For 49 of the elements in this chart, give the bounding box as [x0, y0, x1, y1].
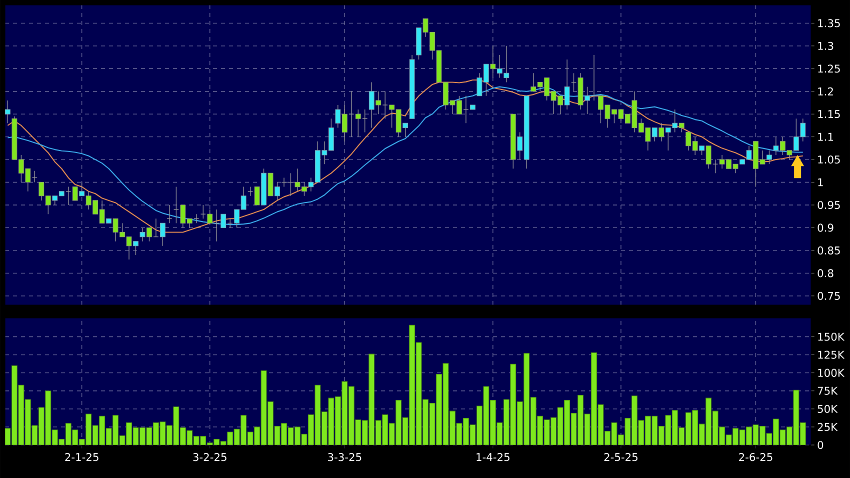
y-tick-label: 0.75 [818, 292, 840, 300]
y-tick-label: 1.25 [818, 64, 840, 73]
y-tick-label: 1 [818, 178, 823, 186]
candlestick [5, 100, 10, 124]
y-tick-label: 1.2 [818, 87, 833, 96]
candlestick [382, 91, 388, 119]
y-tick-label: 50K [818, 404, 838, 413]
candlestick [220, 214, 226, 228]
y-tick-label: 125K [818, 350, 845, 359]
candlestick [652, 127, 658, 142]
candlestick [766, 150, 772, 164]
y-tick-label: 150K [818, 332, 845, 341]
x-tick-label: 3-2-25 [193, 453, 226, 462]
candlestick [140, 227, 146, 242]
y-tick-label: 1.1 [818, 132, 834, 141]
candlestick [254, 186, 260, 206]
y-tick-label: 0.9 [818, 224, 834, 232]
y-tick-label: 1.3 [818, 42, 834, 50]
y-tick-label: 1.35 [818, 19, 840, 28]
y-tick-label: 75K [818, 386, 838, 395]
y-tick-label: 1.05 [818, 156, 840, 164]
x-tick-label: 2-5-25 [604, 453, 638, 462]
candlestick [463, 96, 469, 124]
candlestick [72, 186, 78, 201]
x-tick-label: 3-3-25 [328, 453, 362, 462]
candlestick [658, 122, 664, 142]
y-tick-label: 25K [818, 422, 838, 431]
candlestick [402, 122, 408, 138]
candlestick [274, 182, 280, 201]
candlestick [133, 241, 138, 256]
y-tick-label: 1.15 [818, 110, 840, 118]
candlestick [699, 146, 705, 156]
y-tick-label: 0 [818, 440, 824, 450]
y-tick-label: 0.95 [818, 200, 840, 210]
y-tick-label: 0.8 [818, 269, 834, 278]
x-tick-label: 2-1-25 [65, 453, 98, 462]
y-tick-label: 0.85 [818, 246, 840, 254]
candlestick [335, 104, 341, 128]
candlestick [490, 46, 496, 78]
candlestick [268, 172, 274, 196]
candlestick [564, 59, 570, 110]
candlestick [79, 182, 85, 196]
candlestick [368, 82, 374, 128]
candlestick [678, 122, 684, 133]
x-tick-label: 1-4-25 [476, 453, 510, 462]
y-tick-label: 100K [818, 368, 845, 377]
x-tick-label: 2-6-25 [739, 453, 772, 462]
candlestick [173, 186, 179, 224]
candlestick [773, 136, 779, 156]
